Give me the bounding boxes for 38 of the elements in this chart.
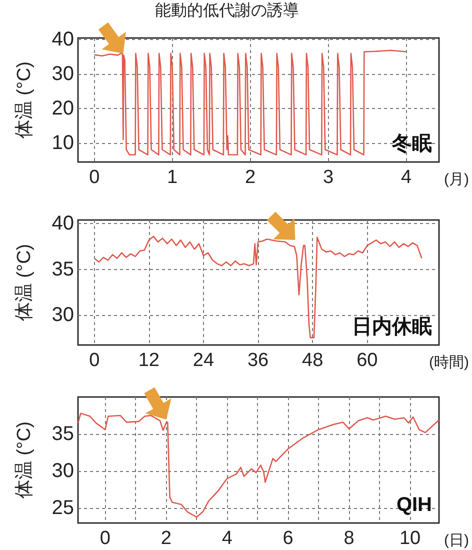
y-axis-title: 体温 (°C) xyxy=(14,421,35,499)
annotation: 日内休眠 xyxy=(352,316,432,338)
annotation: 冬眠 xyxy=(391,133,432,155)
x-axis-title: (月) xyxy=(444,171,469,188)
x-tick-label: 12 xyxy=(138,350,160,371)
x-tick-label: 0 xyxy=(89,350,100,371)
x-axis-title: (日) xyxy=(444,532,469,549)
x-tick-label: 2 xyxy=(245,167,256,188)
x-tick-label: 6 xyxy=(282,528,294,549)
y-tick-label: 30 xyxy=(52,304,74,326)
y-tick-label: 40 xyxy=(52,28,74,51)
x-tick-label: 36 xyxy=(247,350,269,371)
x-tick-label: 1 xyxy=(167,167,178,188)
y-axis-title: 体温 (°C) xyxy=(14,61,35,139)
x-tick-label: 0 xyxy=(89,167,100,188)
x-axis-title: (時間) xyxy=(429,354,469,371)
x-tick-label: 10 xyxy=(399,528,421,549)
line-series xyxy=(77,412,440,518)
x-tick-label: 48 xyxy=(302,350,324,371)
y-tick-label: 30 xyxy=(52,63,74,86)
x-tick-label: 8 xyxy=(344,528,354,549)
x-tick-label: 24 xyxy=(192,350,214,371)
y-tick-label: 35 xyxy=(52,258,74,280)
y-tick-label: 30 xyxy=(52,460,74,482)
x-tick-label: 0 xyxy=(100,528,110,549)
y-axis-title: 体温 (°C) xyxy=(14,244,35,322)
y-tick-label: 10 xyxy=(52,132,74,154)
x-tick-label: 2 xyxy=(160,528,172,549)
x-tick-label: 3 xyxy=(322,167,334,188)
annotation: 能動的低代謝の誘導 xyxy=(155,2,300,20)
y-tick-label: 35 xyxy=(52,423,74,446)
x-tick-label: 4 xyxy=(400,167,412,188)
x-tick-label: 60 xyxy=(356,350,378,371)
y-tick-label: 25 xyxy=(52,497,74,520)
annotation: QIH xyxy=(396,494,432,516)
y-tick-label: 20 xyxy=(52,97,74,120)
y-tick-label: 40 xyxy=(52,212,74,235)
x-tick-label: 4 xyxy=(222,528,233,549)
